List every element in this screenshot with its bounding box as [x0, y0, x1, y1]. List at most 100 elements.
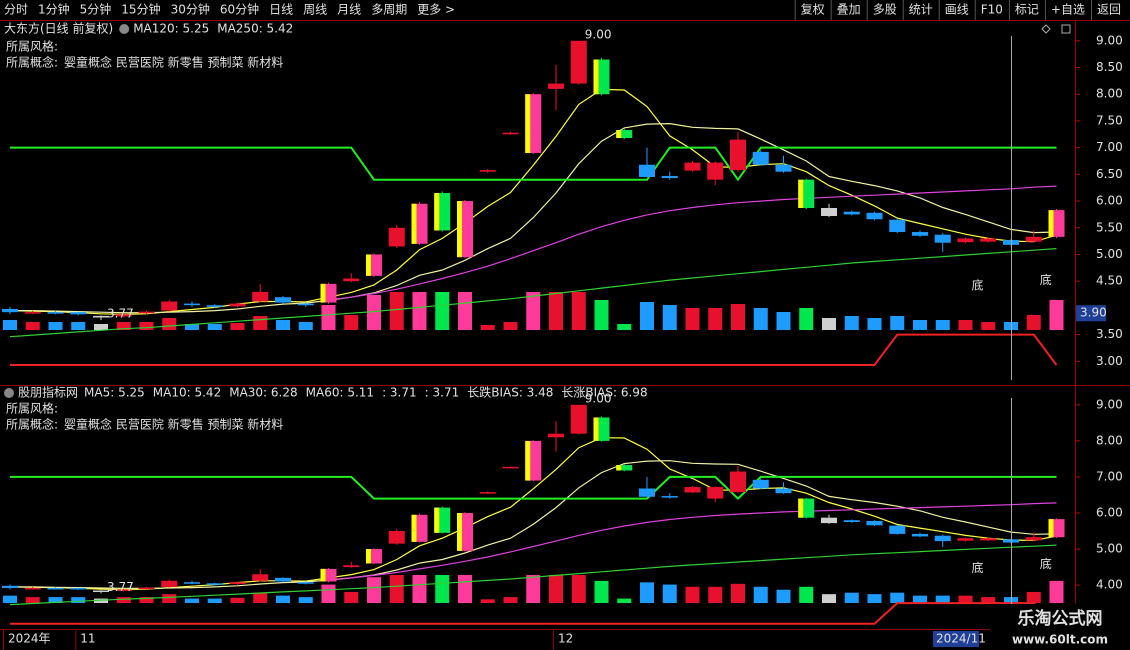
- y-tick-label: 9.00: [1096, 397, 1123, 411]
- volume-bar: [458, 292, 472, 330]
- volume-bar: [708, 586, 723, 603]
- volume-bar: [594, 300, 609, 330]
- volume-bar: [526, 575, 541, 603]
- annotation: 3.77: [107, 580, 134, 594]
- volume-bar: [298, 322, 313, 330]
- toolbar-tab[interactable]: 1分钟: [38, 2, 70, 17]
- toolbar-tab[interactable]: 60分钟: [220, 2, 259, 17]
- volume-bar: [1049, 300, 1064, 330]
- volume-bar: [412, 575, 427, 603]
- toolbar-tab[interactable]: 多周期: [371, 3, 407, 17]
- volume-bar: [753, 586, 768, 603]
- volume-bar: [958, 595, 973, 603]
- volume-bar: [867, 318, 882, 330]
- toolbar-button[interactable]: 标记: [1015, 3, 1039, 17]
- toolbar-tab[interactable]: 分时: [4, 3, 28, 17]
- icon[interactable]: [1061, 24, 1071, 34]
- indicator-label: MA60: 5.11: [306, 386, 374, 400]
- toolbar-tab[interactable]: 更多 >: [417, 3, 455, 17]
- volume-bar: [389, 292, 404, 330]
- indicator-label: 长涨BIAS: 6.98: [561, 385, 647, 400]
- volume-bar: [344, 315, 359, 330]
- y-tick-label: 8.50: [1096, 60, 1123, 74]
- toolbar-button[interactable]: 画线: [945, 3, 969, 17]
- volume-bar: [207, 598, 222, 603]
- candle-edge: [798, 179, 804, 208]
- candle-body: [980, 538, 997, 541]
- candle-body: [161, 580, 178, 587]
- candle-body: [47, 312, 64, 314]
- toolbar-tab[interactable]: 周线: [303, 3, 327, 17]
- candle-body: [502, 466, 519, 469]
- volume-bar: [71, 322, 86, 330]
- candle-edge: [593, 417, 599, 441]
- watermark-url: www.60lt.com: [1012, 633, 1108, 647]
- candle-body: [343, 278, 360, 282]
- volume-bar: [844, 316, 859, 330]
- candle-edge: [411, 514, 417, 542]
- candle-edge: [1048, 210, 1054, 237]
- toolbar-tab[interactable]: 日线: [269, 3, 293, 17]
- toolbar-button[interactable]: +自选: [1051, 3, 1085, 17]
- volume-bar: [321, 584, 336, 603]
- volume-bar: [731, 583, 745, 603]
- toolbar-tab[interactable]: 5分钟: [80, 2, 112, 17]
- volume-bar: [549, 575, 563, 603]
- toolbar-tab[interactable]: 30分钟: [171, 2, 210, 17]
- candle-edge: [411, 203, 417, 244]
- y-tick-label: 6.00: [1096, 194, 1123, 208]
- candle-body: [252, 291, 269, 302]
- annotation: 底: [1040, 272, 1052, 287]
- toolbar-button[interactable]: F10: [981, 3, 1003, 17]
- candle-body: [1025, 236, 1042, 242]
- volume-bar: [662, 584, 677, 603]
- candle-edge: [320, 283, 326, 303]
- candle-body: [616, 130, 633, 139]
- candle-body: [47, 587, 64, 590]
- toolbar-button[interactable]: 返回: [1097, 3, 1121, 17]
- watermark-title: 乐淘公式网: [1018, 608, 1103, 629]
- candle-body: [93, 590, 109, 593]
- toolbar-button[interactable]: 统计: [909, 3, 933, 17]
- toolbar-tab[interactable]: 月线: [337, 3, 361, 17]
- line-series: [328, 185, 1057, 301]
- candle-edge: [434, 507, 440, 533]
- candle-body: [206, 583, 223, 585]
- volume-bar: [139, 597, 154, 603]
- line-series: [10, 475, 1057, 500]
- volume-bar: [162, 318, 177, 330]
- toolbar-button[interactable]: 多股: [873, 3, 897, 17]
- candle-body: [1025, 537, 1042, 541]
- candle-body: [821, 208, 837, 217]
- candle-body: [661, 496, 678, 498]
- candle-body: [138, 311, 155, 314]
- candle-body: [184, 303, 200, 306]
- volume-bar: [594, 580, 609, 603]
- cursor-value-box: [1076, 305, 1106, 322]
- candle-body: [548, 83, 564, 89]
- volume-bar: [435, 575, 450, 603]
- candle-body: [229, 303, 246, 307]
- candle-body: [388, 531, 405, 544]
- volume-bar: [776, 589, 791, 603]
- toolbar-tab[interactable]: 15分钟: [121, 2, 160, 17]
- volume-bar: [367, 577, 381, 603]
- volume-bar: [503, 322, 518, 330]
- candle-body: [252, 574, 269, 581]
- volume-bar: [185, 598, 199, 603]
- volume-bar: [230, 597, 245, 603]
- candle-body: [2, 585, 18, 588]
- candle-body: [889, 219, 906, 233]
- candle-edge: [366, 549, 371, 564]
- toolbar-button[interactable]: 复权: [801, 3, 825, 17]
- volume-bar: [890, 316, 905, 330]
- candle-body: [479, 492, 496, 494]
- candle-body: [912, 533, 928, 537]
- line-series: [10, 122, 1057, 314]
- y-tick-label: 4.00: [1096, 578, 1123, 592]
- candle-edge: [457, 201, 462, 258]
- candle-body: [661, 175, 678, 179]
- icon[interactable]: [1041, 24, 1051, 34]
- toolbar-button[interactable]: 叠加: [837, 3, 861, 17]
